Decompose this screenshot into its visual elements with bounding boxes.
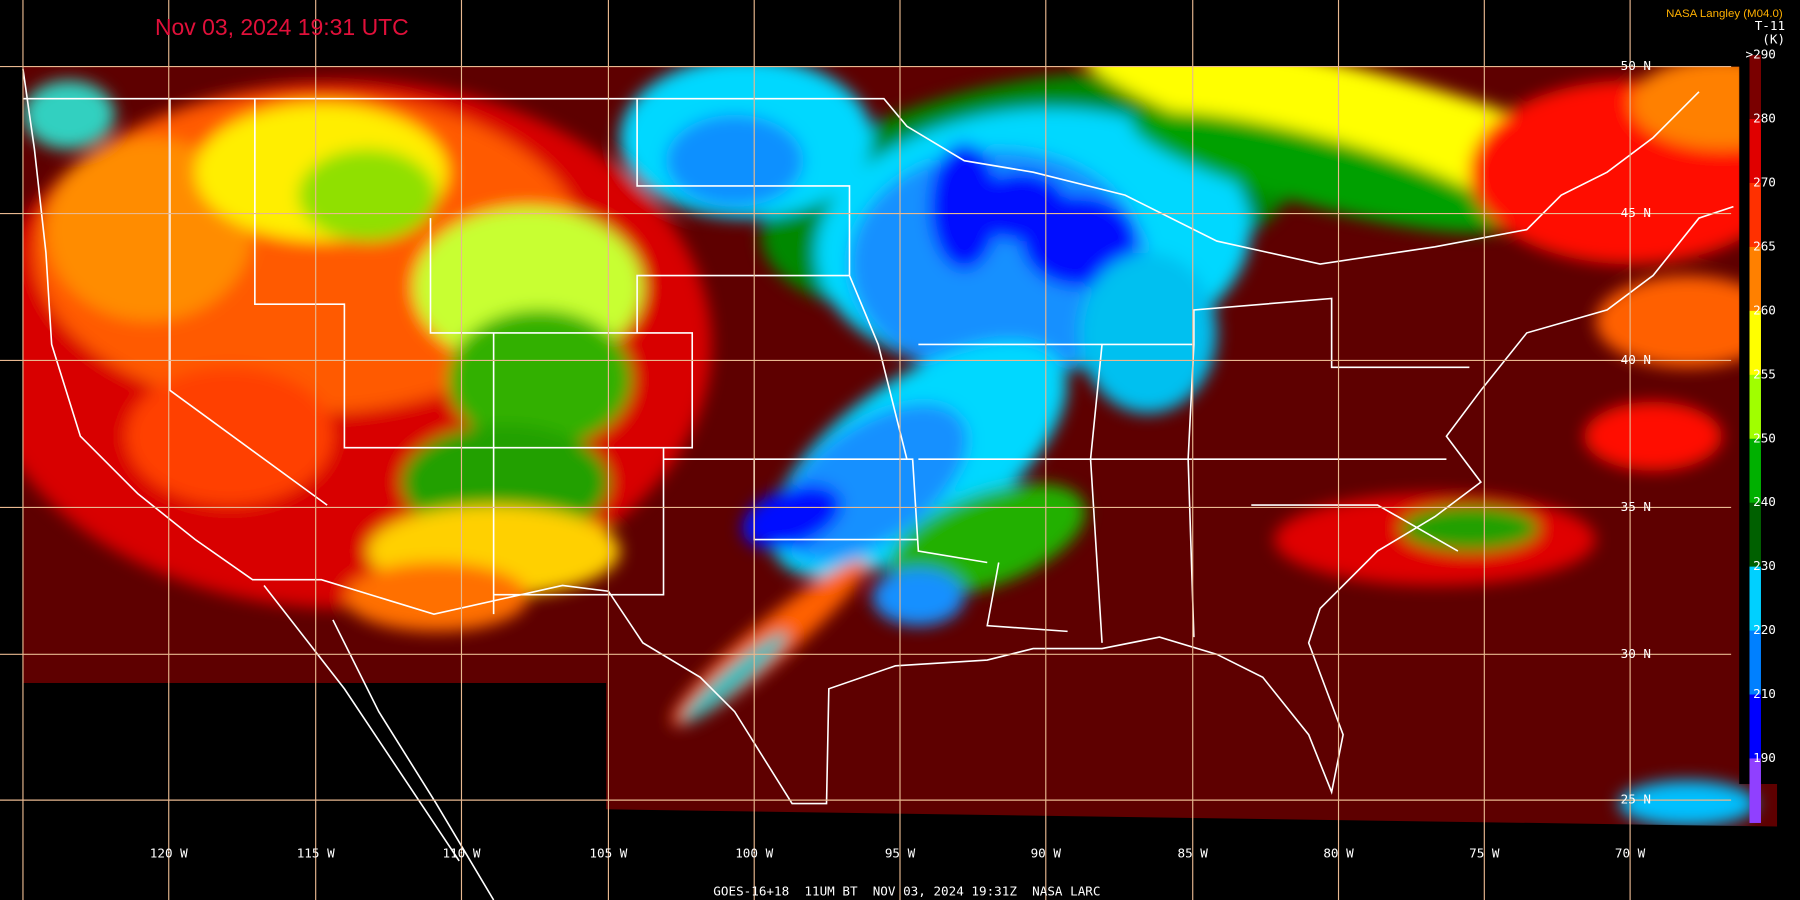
scale-swatch [1749,374,1761,440]
graticule: 120 W 115 W 110 W 105 W 100 W 95 W 90 W 85 W 80 … [0,0,1732,900]
scale-swatch [1749,55,1761,120]
latitude-label: 40 N [1621,352,1651,367]
mexico-border [263,584,495,900]
cloud [1618,780,1757,827]
state-borders [22,68,1734,900]
cloud [929,143,999,270]
scale-label: 230 [1753,558,1776,573]
longitude-label: 75 W [1469,846,1500,861]
cloud [344,562,529,632]
cloud [1021,195,1137,287]
scale-label: 280 [1753,111,1776,126]
footer: GOES-16+18 11UM BT NOV 03, 2024 19:31Z N… [713,883,1100,898]
scale-swatch [1749,566,1761,632]
latitude-label: 50 N [1621,58,1651,73]
credit: NASA Langley (M04.0) [1666,8,1783,20]
longitude-label: 80 W [1323,846,1354,861]
scale-label: 190 [1753,750,1776,765]
cloud [126,367,333,506]
unit: (K) [1762,32,1785,47]
longitude-label: 70 W [1615,846,1646,861]
canada-border [22,91,1700,265]
cloud [22,80,115,150]
scale-label: 250 [1753,430,1776,445]
scale-swatch [1749,502,1761,568]
cloud [1079,252,1217,414]
cloud [1584,401,1722,471]
longitude-label: 105 W [589,846,627,861]
scale-label: 260 [1753,302,1776,317]
scale-label: >290 [1746,47,1776,62]
scale-label: 270 [1753,174,1776,189]
scale-swatch [1749,758,1761,823]
state-lines [169,98,1470,643]
scale-swatch [1749,119,1761,184]
latitude-label: 45 N [1621,205,1651,220]
cloud [742,484,842,549]
longitude-label: 90 W [1031,846,1062,861]
scale-swatch [1749,310,1761,376]
cloud [872,568,965,626]
cloud [888,483,1086,596]
color-scale: >290 280 270 265 260 255 250 240 230 220 210 190 [1746,47,1776,823]
cloud [1400,505,1539,552]
cloud [298,149,437,242]
scale-swatch [1749,694,1761,760]
scale-swatch [1749,182,1761,248]
scale-swatch [1749,246,1761,312]
longitude-label: 120 W [150,846,188,861]
scale-label: 265 [1753,238,1776,253]
longitude-label: 100 W [735,846,773,861]
longitude-label: 95 W [885,846,916,861]
scale-label: 220 [1753,622,1776,637]
latitude-label: 25 N [1621,792,1651,807]
scale-swatch [1749,438,1761,504]
cloud [447,309,632,448]
cloud [1595,275,1778,368]
timestamp: Nov 03, 2024 19:31 UTC [155,14,409,40]
longitude-label: 85 W [1178,846,1209,861]
scale-label: 255 [1753,366,1776,381]
scale-label: 210 [1753,686,1776,701]
cloud [665,114,804,207]
scale-label: 240 [1753,494,1776,509]
longitude-label: 115 W [297,846,335,861]
latitude-label: 35 N [1621,499,1651,514]
cloud [1131,111,1509,233]
scale-swatch [1749,630,1761,696]
product: T-11 [1755,18,1785,33]
latitude-label: 30 N [1621,646,1651,661]
longitude-label: 110 W [442,846,480,861]
